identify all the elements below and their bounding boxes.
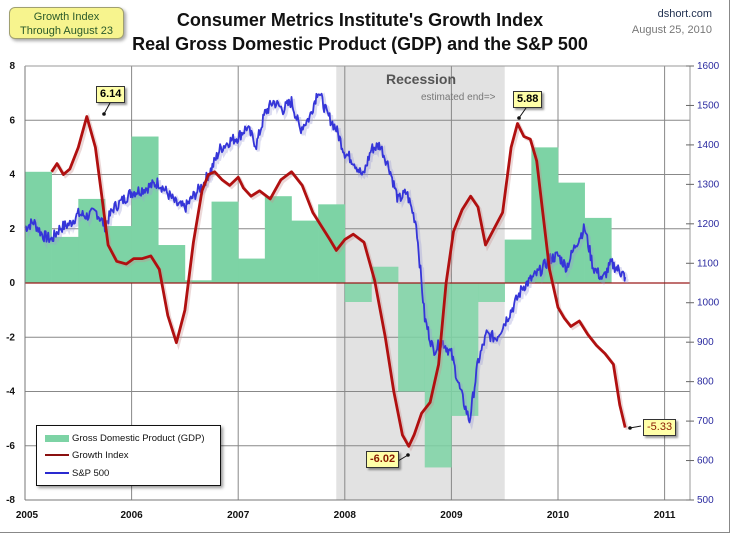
legend: Gross Domestic Product (GDP) Growth Inde… — [36, 425, 221, 486]
y-tick-label: -6 — [6, 441, 15, 452]
y2-tick-label: 900 — [697, 337, 714, 348]
legend-item-sp500: S&P 500 — [45, 466, 109, 480]
callout-arrowhead — [102, 112, 106, 116]
growth-index-line-shadow — [52, 112, 629, 452]
gdp-bar — [398, 283, 426, 392]
gdp-bar — [238, 258, 266, 283]
badge-line1: Growth Index — [33, 11, 100, 23]
callout-arrowhead — [628, 426, 632, 430]
x-tick-label: 2008 — [334, 510, 357, 521]
gdp-bar — [478, 283, 505, 302]
callout-arrowhead — [517, 116, 521, 120]
callout-peak-2005: 6.14 — [96, 86, 126, 103]
y2-tick-label: 1500 — [697, 100, 720, 111]
legend-label-sp500: S&P 500 — [72, 467, 110, 479]
x-tick-label: 2005 — [16, 510, 39, 521]
gdp-bar — [371, 266, 399, 283]
gdp-bar — [104, 226, 132, 283]
gdp-bar — [51, 236, 79, 283]
y2-tick-label: 1400 — [697, 140, 720, 151]
y2-tick-label: 1200 — [697, 219, 720, 230]
source-site: dshort.com — [657, 8, 712, 20]
y2-tick-label: 1300 — [697, 179, 720, 190]
y2-tick-label: 1100 — [697, 258, 719, 269]
y2-tick-label: 500 — [697, 495, 714, 506]
legend-label-gdp: Gross Domestic Product (GDP) — [72, 432, 205, 444]
y2-tick-label: 700 — [697, 416, 714, 427]
title-line1: Consumer Metrics Institute's Growth Inde… — [176, 10, 544, 30]
callout-arrow — [103, 102, 111, 115]
y-tick-label: 2 — [9, 224, 15, 235]
callout-arrow — [397, 454, 409, 462]
callout-arrow — [629, 425, 642, 429]
y-tick-label: 0 — [9, 278, 15, 289]
legend-swatch-sp500 — [45, 472, 69, 474]
recession-label: Recession — [386, 71, 457, 87]
x-tick-label: 2007 — [227, 510, 250, 521]
gdp-bar — [158, 245, 186, 283]
y-tick-label: -8 — [6, 495, 15, 506]
x-tick-label: 2011 — [654, 510, 676, 521]
callout-arrow — [518, 107, 527, 119]
gdp-bar — [291, 220, 319, 283]
y2-tick-label: 1000 — [697, 298, 720, 309]
x-tick-label: 2009 — [440, 510, 463, 521]
x-tick-label: 2006 — [120, 510, 143, 521]
x-tick-label: 2010 — [547, 510, 570, 521]
y-tick-label: -2 — [6, 332, 15, 343]
y2-tick-label: 1600 — [697, 61, 720, 72]
legend-item-growth: Growth Index — [45, 448, 129, 462]
y2-tick-label: 600 — [697, 456, 714, 467]
gdp-bar — [344, 283, 372, 302]
legend-label-growth: Growth Index — [72, 449, 129, 461]
y2-tick-label: 800 — [697, 377, 714, 388]
chart-title: Consumer Metrics Institute's Growth Inde… — [120, 8, 600, 56]
y-tick-label: 4 — [9, 170, 15, 181]
title-line2: Real Gross Domestic Product (GDP) and th… — [132, 34, 588, 54]
gdp-bar — [424, 283, 452, 468]
gdp-bar — [504, 239, 532, 283]
badge-line2: Through August 23 — [20, 25, 113, 37]
callout-trough-2008: -6.02 — [366, 451, 400, 468]
legend-item-gdp: Gross Domestic Product (GDP) — [45, 431, 205, 445]
y-tick-label: 6 — [9, 115, 15, 126]
y-tick-label: -4 — [6, 387, 15, 398]
legend-swatch-gdp — [45, 434, 69, 442]
gdp-bar — [184, 280, 212, 283]
source-block: dshort.com August 25, 2010 — [632, 6, 712, 38]
growth-index-badge: Growth Index Through August 23 — [9, 7, 124, 39]
callout-peak-2009: 5.88 — [513, 91, 543, 108]
source-date: August 25, 2010 — [631, 24, 712, 36]
sp500-line-shadow — [25, 92, 629, 431]
sp500-line — [24, 92, 627, 424]
legend-swatch-growth — [45, 454, 69, 456]
growth-index-line — [50, 115, 627, 448]
gdp-bar — [264, 196, 292, 283]
recession-estimated-end: estimated end=> — [421, 92, 496, 103]
callout-latest: -5.33 — [643, 419, 677, 436]
gdp-bar — [211, 201, 239, 283]
y-tick-label: 8 — [9, 61, 15, 72]
callout-arrowhead — [406, 453, 410, 457]
